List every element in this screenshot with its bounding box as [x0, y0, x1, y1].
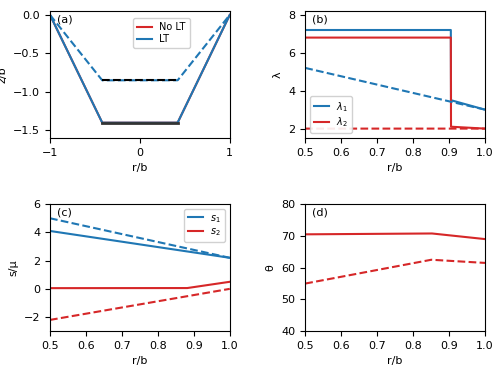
$\lambda_2$ [477, 126, 483, 131]
$s_2$ [194, 284, 200, 289]
$\lambda_2$ [385, 35, 391, 40]
$\lambda_1$ [302, 28, 308, 32]
No LT [130, 120, 136, 125]
LT [222, 24, 228, 28]
$s_1$ [154, 245, 160, 249]
Text: (a): (a) [57, 15, 73, 25]
$\lambda_1$ [444, 28, 450, 32]
$s_1$ [194, 251, 200, 255]
Line: $s_1$: $s_1$ [50, 231, 230, 258]
No LT [188, 92, 194, 96]
LT [227, 13, 233, 17]
LT [130, 120, 136, 125]
No LT [56, 32, 62, 36]
Line: $\lambda_2$: $\lambda_2$ [305, 38, 485, 128]
$s_2$ [154, 286, 160, 290]
$\lambda_2$ [476, 126, 482, 131]
X-axis label: r/b: r/b [132, 357, 148, 367]
X-axis label: r/b: r/b [388, 163, 403, 173]
Line: $\lambda_1$: $\lambda_1$ [305, 30, 485, 110]
$s_2$ [47, 286, 53, 290]
No LT [222, 24, 228, 28]
$\lambda_1$ [482, 107, 488, 112]
$s_2$ [144, 286, 150, 290]
LT [99, 120, 105, 125]
$\lambda_2$ [312, 35, 318, 40]
No LT [134, 120, 140, 125]
$\lambda_2$ [302, 35, 308, 40]
X-axis label: r/b: r/b [132, 163, 148, 173]
$\lambda_2$ [482, 126, 488, 131]
$s_2$ [227, 280, 233, 284]
Line: No LT: No LT [50, 15, 230, 123]
$s_1$ [134, 242, 140, 246]
$\lambda_1$ [477, 106, 483, 110]
$s_1$ [144, 243, 150, 248]
$s_2$ [134, 286, 140, 290]
Y-axis label: z/b: z/b [0, 66, 8, 83]
$\lambda_1$ [385, 28, 391, 32]
No LT [99, 120, 105, 125]
No LT [47, 13, 53, 17]
Text: (b): (b) [312, 15, 328, 25]
$s_1$ [47, 229, 53, 233]
Y-axis label: s/μ: s/μ [8, 259, 18, 276]
Legend: $s_1$, $s_2$: $s_1$, $s_2$ [184, 209, 225, 243]
$\lambda_1$ [390, 28, 396, 32]
No LT [222, 23, 228, 28]
$s_1$ [222, 255, 228, 259]
$\lambda_2$ [390, 35, 396, 40]
Y-axis label: θ: θ [266, 264, 276, 271]
$s_2$ [222, 280, 228, 284]
Legend: $\lambda_1$, $\lambda_2$: $\lambda_1$, $\lambda_2$ [310, 96, 352, 133]
LT [134, 120, 140, 125]
$s_2$ [132, 286, 138, 290]
X-axis label: r/b: r/b [388, 357, 403, 367]
Legend: No LT, LT: No LT, LT [133, 18, 190, 48]
Text: (c): (c) [57, 208, 72, 218]
Line: $s_2$: $s_2$ [50, 282, 230, 288]
Line: LT: LT [50, 15, 230, 123]
LT [188, 92, 194, 96]
LT [222, 23, 228, 28]
No LT [227, 13, 233, 17]
Y-axis label: λ: λ [273, 71, 283, 78]
$s_1$ [132, 241, 138, 246]
Text: (d): (d) [312, 208, 328, 218]
$\lambda_1$ [312, 28, 318, 32]
$\lambda_1$ [476, 106, 482, 110]
LT [56, 32, 62, 36]
$\lambda_2$ [444, 35, 450, 40]
LT [47, 13, 53, 17]
$s_1$ [227, 256, 233, 260]
